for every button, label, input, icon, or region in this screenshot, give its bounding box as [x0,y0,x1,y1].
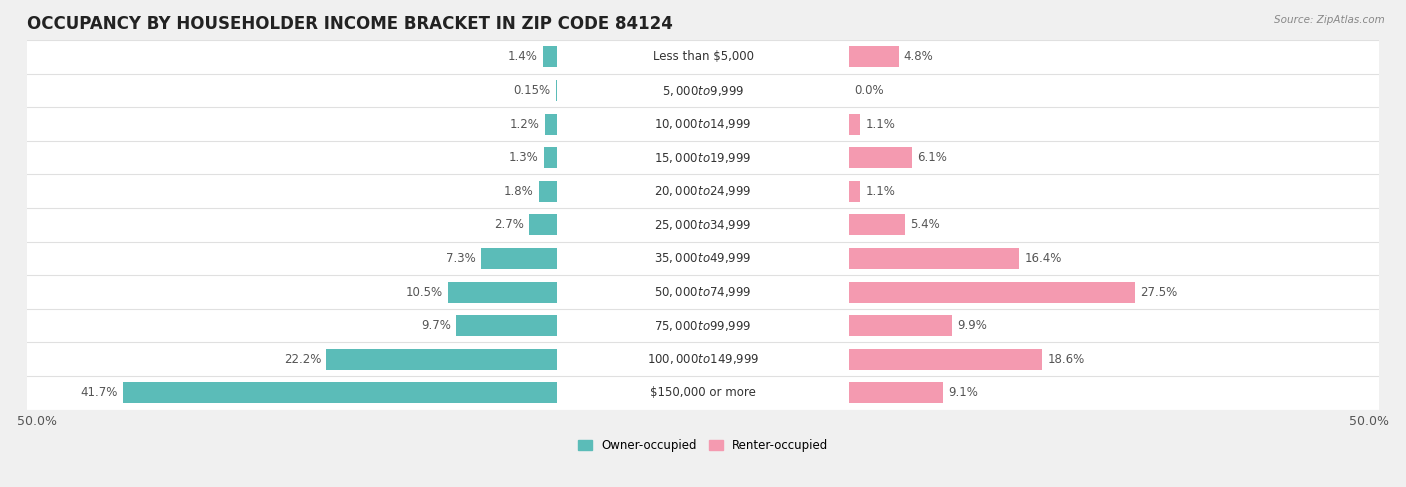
Bar [449,281,557,302]
Text: 9.9%: 9.9% [957,319,987,332]
Bar [27,275,1379,309]
Bar [849,315,952,336]
Text: $100,000 to $149,999: $100,000 to $149,999 [647,352,759,366]
Bar [849,281,1135,302]
Text: 1.4%: 1.4% [508,51,537,63]
Text: 2.7%: 2.7% [494,218,524,231]
Text: 9.7%: 9.7% [422,319,451,332]
Text: 1.3%: 1.3% [509,151,538,164]
Bar [849,181,860,202]
Text: $5,000 to $9,999: $5,000 to $9,999 [662,83,744,97]
Bar [326,349,557,370]
Text: 9.1%: 9.1% [949,386,979,399]
Text: $75,000 to $99,999: $75,000 to $99,999 [654,318,752,333]
Text: $35,000 to $49,999: $35,000 to $49,999 [654,251,752,265]
Bar [849,46,898,67]
Bar [555,80,557,101]
Text: Less than $5,000: Less than $5,000 [652,51,754,63]
Bar [27,107,1379,141]
Bar [529,214,557,235]
Text: 1.1%: 1.1% [865,117,896,131]
Bar [27,208,1379,242]
Text: 1.2%: 1.2% [510,117,540,131]
Bar [124,382,557,403]
Text: 0.0%: 0.0% [853,84,883,97]
Bar [849,113,860,134]
Text: 41.7%: 41.7% [80,386,118,399]
Bar [27,74,1379,107]
Legend: Owner-occupied, Renter-occupied: Owner-occupied, Renter-occupied [578,439,828,452]
Bar [544,147,557,168]
Bar [849,214,905,235]
Text: 22.2%: 22.2% [284,353,321,366]
Bar [27,40,1379,74]
Bar [849,349,1042,370]
Text: $20,000 to $24,999: $20,000 to $24,999 [654,184,752,198]
Text: 1.1%: 1.1% [865,185,896,198]
Text: Source: ZipAtlas.com: Source: ZipAtlas.com [1274,15,1385,25]
Bar [543,46,557,67]
Text: 16.4%: 16.4% [1025,252,1062,265]
Bar [538,181,557,202]
Text: 6.1%: 6.1% [917,151,948,164]
Text: $25,000 to $34,999: $25,000 to $34,999 [654,218,752,232]
Text: 18.6%: 18.6% [1047,353,1084,366]
Bar [546,113,557,134]
Bar [27,376,1379,410]
Bar [27,342,1379,376]
Bar [457,315,557,336]
Text: 0.15%: 0.15% [513,84,551,97]
Text: $10,000 to $14,999: $10,000 to $14,999 [654,117,752,131]
Text: OCCUPANCY BY HOUSEHOLDER INCOME BRACKET IN ZIP CODE 84124: OCCUPANCY BY HOUSEHOLDER INCOME BRACKET … [27,15,672,33]
Bar [849,248,1019,269]
Text: 7.3%: 7.3% [446,252,477,265]
Text: 27.5%: 27.5% [1140,285,1177,299]
Bar [849,147,912,168]
Text: $150,000 or more: $150,000 or more [650,386,756,399]
Text: 1.8%: 1.8% [503,185,533,198]
Text: $50,000 to $74,999: $50,000 to $74,999 [654,285,752,299]
Text: 10.5%: 10.5% [406,285,443,299]
Text: 5.4%: 5.4% [910,218,939,231]
Bar [27,309,1379,342]
Bar [27,141,1379,174]
Bar [27,174,1379,208]
Bar [849,382,943,403]
Bar [481,248,557,269]
Text: $15,000 to $19,999: $15,000 to $19,999 [654,150,752,165]
Bar [27,242,1379,275]
Text: 4.8%: 4.8% [904,51,934,63]
